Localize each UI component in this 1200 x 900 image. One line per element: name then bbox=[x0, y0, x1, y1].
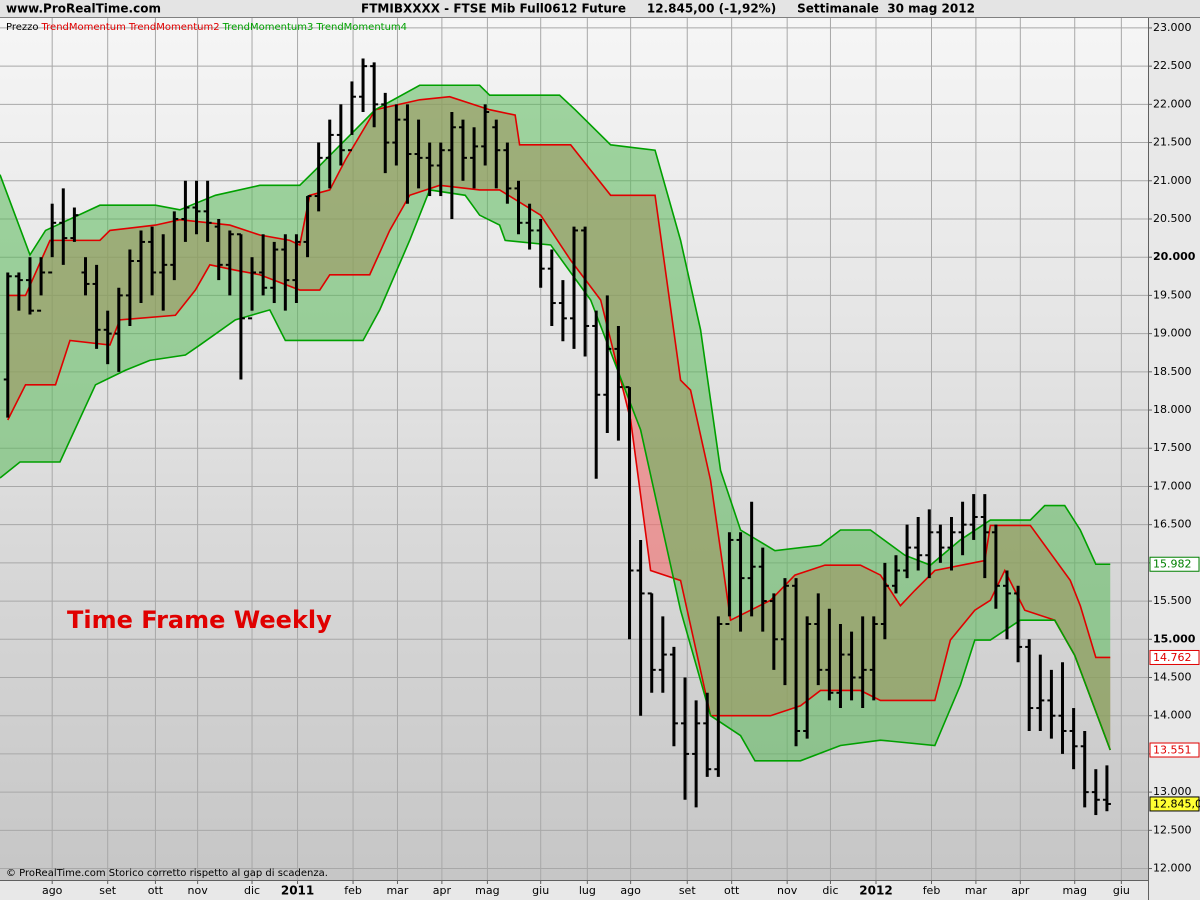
x-tick-label: 2012 bbox=[859, 884, 892, 898]
band-line bbox=[0, 84, 1111, 567]
axes: 12.00012.50013.00013.50014.00014.50015.0… bbox=[42, 21, 1200, 898]
price-tag-box bbox=[1149, 796, 1200, 812]
y-tick-label: 15.500 bbox=[1153, 594, 1192, 607]
site-name: www.ProRealTime.com bbox=[6, 2, 161, 16]
y-tick-label: 13.000 bbox=[1153, 785, 1192, 798]
x-tick-label: mar bbox=[386, 884, 408, 897]
x-tick-label: set bbox=[679, 884, 696, 897]
price-tag-label: 13.551 bbox=[1153, 744, 1192, 757]
y-tick-label: 20.000 bbox=[1153, 250, 1196, 263]
x-axis-panel bbox=[0, 880, 1148, 900]
x-tick-label: lug bbox=[579, 884, 596, 897]
legend-entry: TrendMomentum4 bbox=[315, 22, 407, 33]
y-tick-label: 19.500 bbox=[1153, 288, 1192, 301]
y-tick-label: 17.000 bbox=[1153, 479, 1192, 492]
legend-entry: Prezzo bbox=[6, 22, 39, 33]
x-tick-label: nov bbox=[777, 884, 798, 897]
y-tick-label: 14.000 bbox=[1153, 709, 1192, 722]
y-tick-label: 22.000 bbox=[1153, 97, 1192, 110]
band-fills bbox=[0, 85, 1111, 761]
legend-entry: TrendMomentum bbox=[41, 22, 126, 33]
x-tick-label: ago bbox=[620, 884, 641, 897]
y-tick-label: 18.000 bbox=[1153, 403, 1192, 416]
x-tick-label: feb bbox=[344, 884, 362, 897]
legend-entry: TrendMomentum3 bbox=[222, 22, 314, 33]
x-tick-label: ott bbox=[724, 884, 740, 897]
legend-entry: TrendMomentum2 bbox=[128, 22, 220, 33]
x-tick-label: apr bbox=[433, 884, 452, 897]
header-bar bbox=[0, 0, 1200, 18]
legend: Prezzo TrendMomentum TrendMomentum2 TrendMo… bbox=[6, 22, 407, 33]
y-tick-label: 17.500 bbox=[1153, 441, 1192, 454]
y-tick-label: 21.000 bbox=[1153, 174, 1192, 187]
x-tick-label: mar bbox=[965, 884, 987, 897]
x-tick-label: mag bbox=[475, 884, 499, 897]
x-tick-label: dic bbox=[822, 884, 838, 897]
price-tag-label: 12.845,0 bbox=[1153, 797, 1200, 810]
y-tick-label: 15.000 bbox=[1153, 632, 1196, 645]
y-tick-label: 21.500 bbox=[1153, 136, 1192, 149]
price-tag-label: 15.982 bbox=[1153, 558, 1192, 571]
annotation: Time Frame Weekly bbox=[67, 606, 332, 634]
band-line bbox=[7, 184, 1111, 751]
x-tick-label: ott bbox=[148, 884, 164, 897]
price-tag-label: 14.762 bbox=[1153, 651, 1192, 664]
y-tick-label: 22.500 bbox=[1153, 59, 1192, 72]
x-tick-label: dic bbox=[244, 884, 260, 897]
x-tick-label: feb bbox=[923, 884, 941, 897]
band-lines bbox=[0, 84, 1111, 762]
y-tick-label: 23.000 bbox=[1153, 21, 1192, 34]
band-fill bbox=[0, 85, 1111, 761]
y-tick-label: 19.000 bbox=[1153, 327, 1192, 340]
x-tick-label: set bbox=[99, 884, 116, 897]
price-bars bbox=[3, 58, 1111, 816]
y-tick-label: 18.500 bbox=[1153, 365, 1192, 378]
y-tick-label: 12.000 bbox=[1153, 862, 1192, 875]
price-tag-box bbox=[1149, 556, 1200, 572]
band-line bbox=[0, 189, 1111, 762]
y-tick-label: 12.500 bbox=[1153, 823, 1192, 836]
x-tick-label: apr bbox=[1011, 884, 1030, 897]
price-tag-box bbox=[1149, 742, 1200, 758]
y-axis-panel bbox=[1148, 18, 1200, 900]
x-tick-label: ago bbox=[42, 884, 63, 897]
y-tick-label: 14.500 bbox=[1153, 670, 1192, 683]
footer-note: © ProRealTime.com Storico corretto rispe… bbox=[6, 868, 328, 879]
y-tick-label: 16.500 bbox=[1153, 518, 1192, 531]
price-tag-box bbox=[1149, 649, 1200, 665]
x-tick-label: nov bbox=[188, 884, 209, 897]
y-tick-label: 20.500 bbox=[1153, 212, 1192, 225]
x-tick-label: giu bbox=[532, 884, 549, 897]
x-tick-label: mag bbox=[1062, 884, 1086, 897]
x-tick-label: 2011 bbox=[281, 884, 314, 898]
x-tick-label: giu bbox=[1113, 884, 1130, 897]
band-line bbox=[7, 95, 1111, 659]
header-title: FTMIBXXXX - FTSE Mib Full0612 Future 12.… bbox=[361, 2, 975, 16]
